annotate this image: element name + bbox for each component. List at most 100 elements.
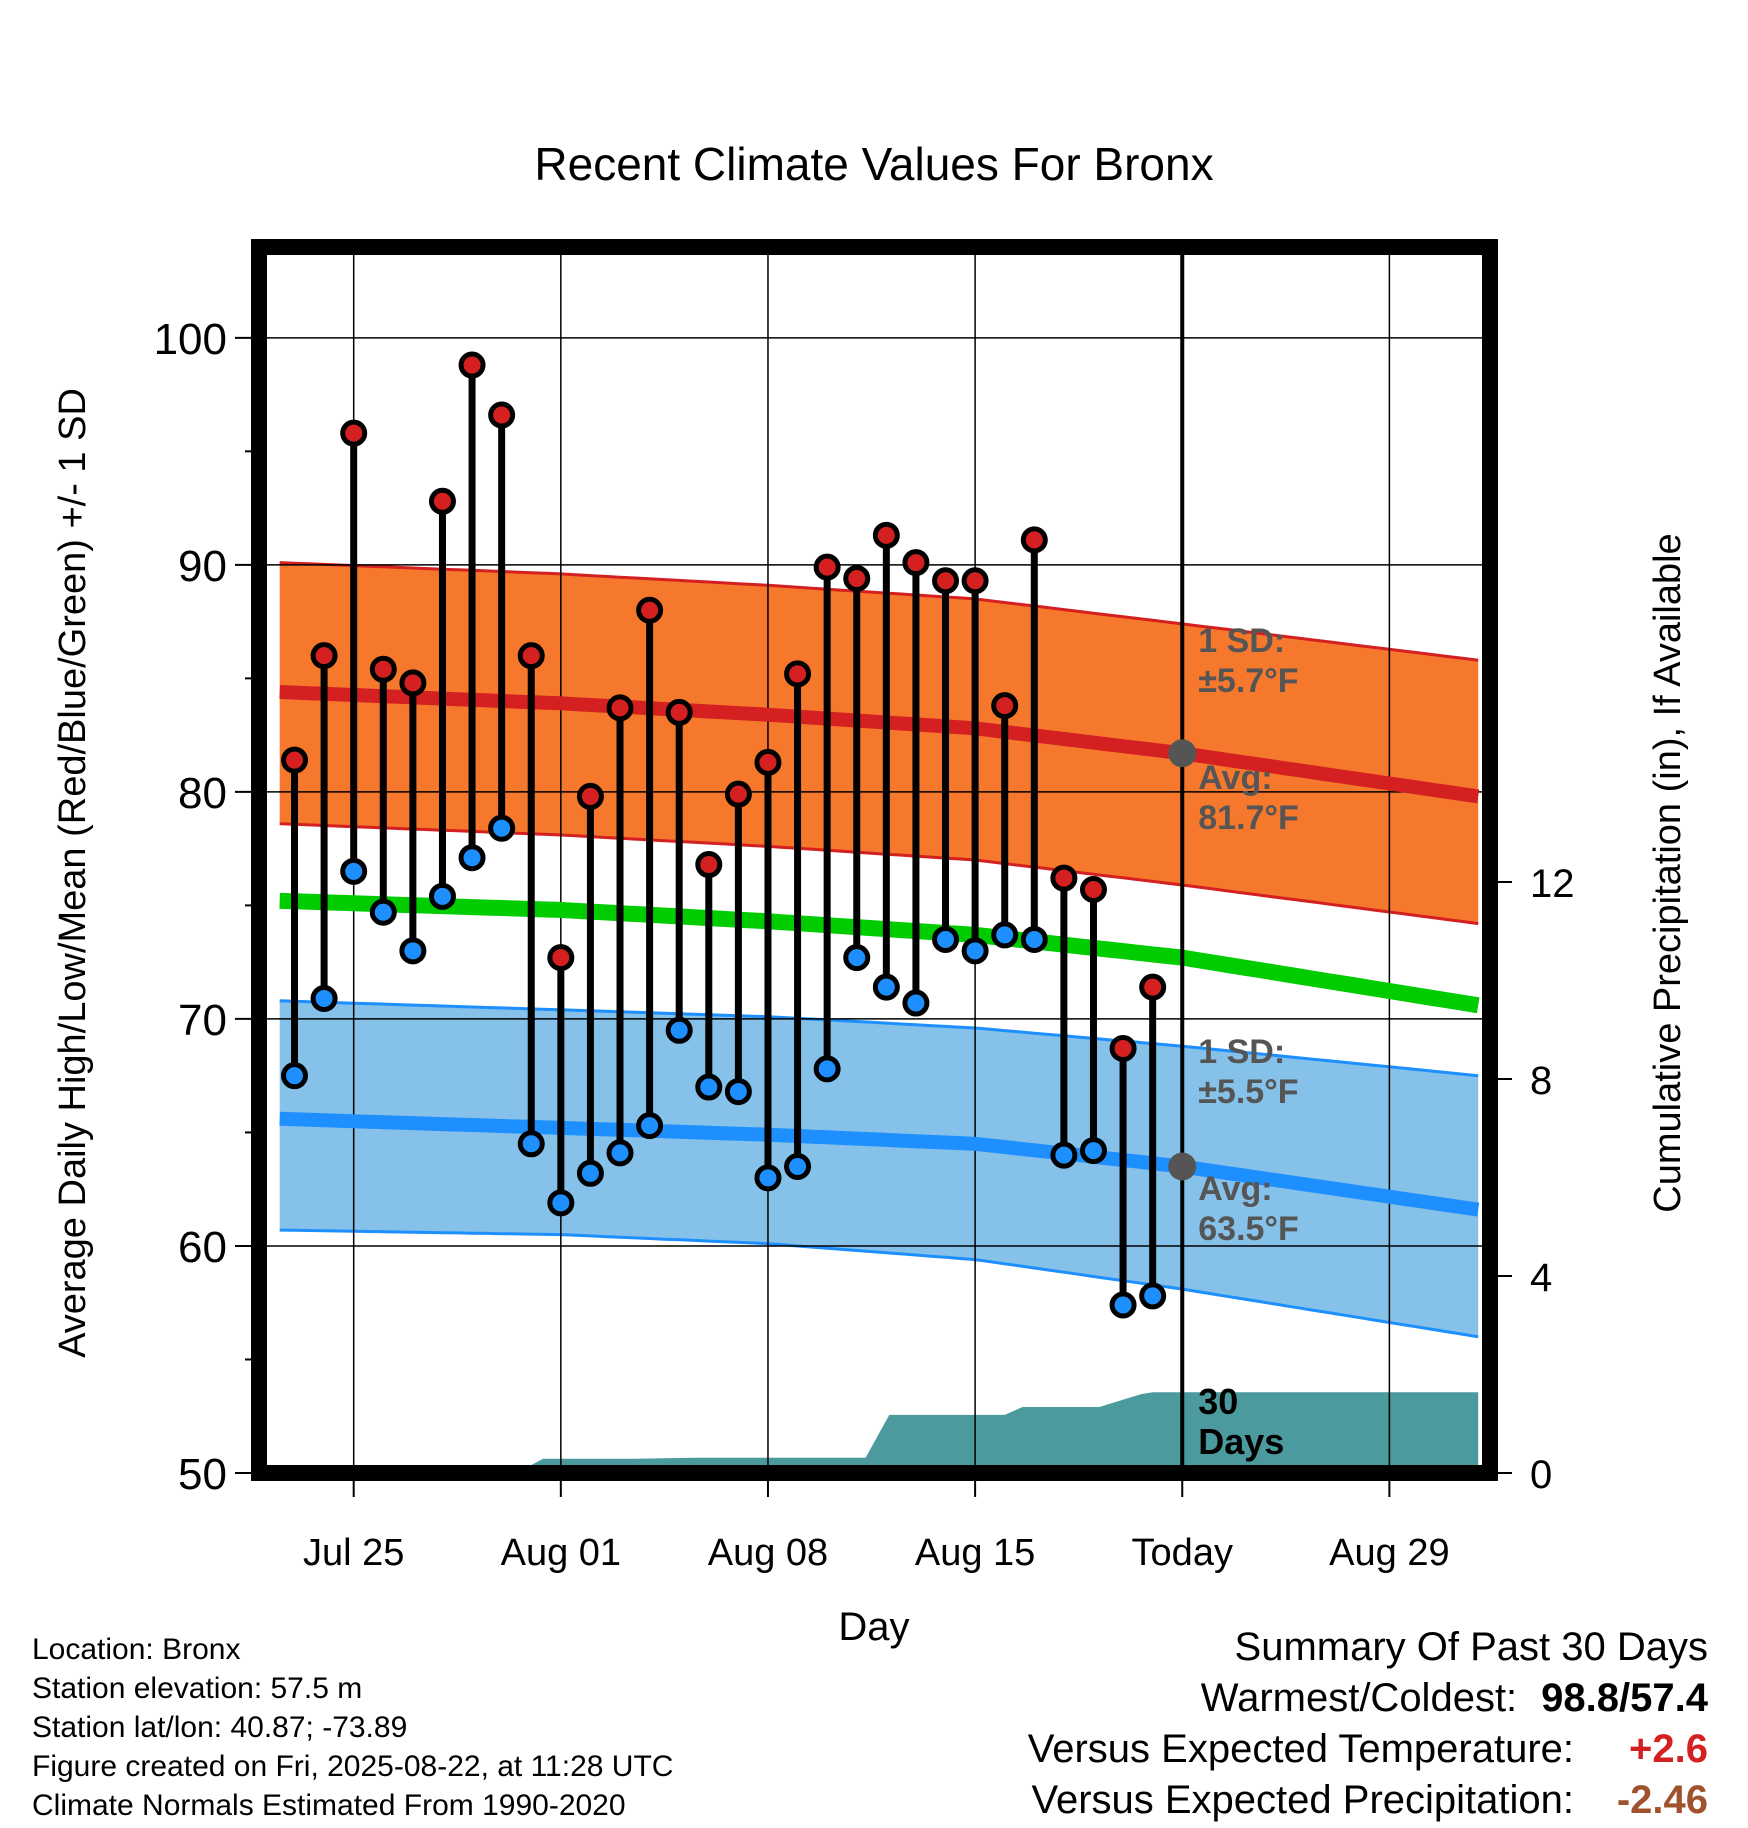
high-avg-line	[279, 685, 1480, 804]
high-point	[754, 748, 782, 776]
low-point	[872, 973, 900, 1001]
low-point	[606, 1139, 634, 1167]
y2-tick-label: 4	[1530, 1256, 1552, 1300]
high-point	[1109, 1034, 1137, 1062]
low-point	[932, 925, 960, 953]
high-point	[399, 669, 427, 697]
high-point	[606, 694, 634, 722]
low-point	[724, 1078, 752, 1106]
y-tick-label: 90	[178, 542, 227, 591]
low-point	[458, 844, 486, 872]
high-point	[843, 564, 871, 592]
precipitation-area	[279, 1392, 1479, 1473]
x-tick-label: Aug 29	[1329, 1532, 1449, 1574]
station-info: Location: Bronx Station elevation: 57.5 …	[32, 1630, 673, 1825]
summary-warmest-row: Warmest/Coldest: 98.8/57.4	[1028, 1673, 1708, 1724]
high-point	[724, 780, 752, 808]
low-sd-band	[279, 1000, 1479, 1337]
y2-tick-label: 8	[1530, 1059, 1552, 1103]
high-sd-annotation: 1 SD:	[1198, 622, 1285, 660]
low-sd-lower-line	[279, 1228, 1479, 1339]
y-tick-label: 60	[178, 1223, 227, 1272]
today-marker	[1168, 247, 1197, 1473]
precip-area	[279, 1392, 1479, 1473]
frame-rect	[251, 239, 1498, 1481]
high-point	[547, 944, 575, 972]
high-point	[1020, 526, 1048, 554]
y-tick-label: 80	[178, 769, 227, 818]
observation-markers	[281, 351, 1167, 1319]
summary-panel: Summary Of Past 30 Days Warmest/Coldest:…	[1028, 1622, 1708, 1826]
low-point	[902, 989, 930, 1017]
x-tick-label: Aug 15	[915, 1532, 1035, 1574]
summary-precip-row: Versus Expected Precipitation: -2.46	[1028, 1775, 1708, 1826]
low-sd-annotation: ±5.5°F	[1198, 1073, 1298, 1111]
warmest-label: Warmest/Coldest:	[1200, 1676, 1518, 1720]
high-sd-annotation: ±5.7°F	[1198, 662, 1298, 700]
low-point	[754, 1164, 782, 1192]
high-point	[932, 567, 960, 595]
low-point	[991, 921, 1019, 949]
low-point	[1050, 1141, 1078, 1169]
mean-avg-line	[279, 892, 1480, 1014]
low-point	[636, 1112, 664, 1140]
low-avg-line	[279, 1111, 1480, 1217]
high-sd-lower-line	[279, 822, 1479, 926]
days-annotation: 30	[1198, 1381, 1238, 1422]
high-point	[428, 487, 456, 515]
low-point	[428, 882, 456, 910]
low-point	[281, 1062, 309, 1090]
temp-value: +2.6	[1629, 1727, 1708, 1771]
low-point	[813, 1055, 841, 1083]
high-point	[695, 851, 723, 879]
high-point	[636, 596, 664, 624]
x-tick-label: Today	[1132, 1532, 1233, 1574]
high-point	[310, 642, 338, 670]
low-point	[961, 937, 989, 965]
low-point	[517, 1130, 545, 1158]
y2-tick-label: 0	[1530, 1453, 1552, 1497]
created-text: Figure created on Fri, 2025-08-22, at 11…	[32, 1750, 674, 1783]
high-point	[281, 746, 309, 774]
precip-label: Versus Expected Precipitation:	[1031, 1778, 1574, 1822]
low-point	[576, 1159, 604, 1187]
high-avg-annotation: Avg:	[1198, 759, 1272, 797]
high-point	[576, 782, 604, 810]
high-sd-upper-line	[279, 561, 1479, 662]
high-point	[665, 698, 693, 726]
low-point	[784, 1153, 812, 1180]
high-point	[488, 401, 516, 429]
high-point	[458, 351, 486, 379]
plot-frame	[251, 239, 1498, 1481]
high-point	[813, 553, 841, 581]
low-sd-upper-line	[279, 999, 1479, 1078]
x-axis-label: Day	[838, 1605, 909, 1649]
low-point	[843, 944, 871, 972]
axes: 50 60 70 80 90 100 0 4 8 12 Jul 25 Aug 01 Aug 08 Aug …	[154, 315, 1575, 1574]
high-point	[517, 642, 545, 670]
low-avg-annotation: Avg:	[1198, 1170, 1272, 1208]
low-sd-annotation: 1 SD:	[1198, 1033, 1285, 1071]
high-sd-band	[279, 562, 1479, 924]
today-low-avg-marker	[1168, 1152, 1197, 1181]
y-axis-label: Average Daily High/Low/Mean (Red/Blue/Gr…	[52, 388, 94, 1358]
low-point	[695, 1073, 723, 1101]
x-tick-label: Aug 01	[501, 1532, 621, 1574]
temp-label: Versus Expected Temperature:	[1027, 1727, 1574, 1771]
location-text: Location: Bronx	[32, 1633, 241, 1666]
high-point	[961, 567, 989, 595]
high-point	[872, 521, 900, 549]
x-tick-label: Jul 25	[303, 1532, 404, 1574]
low-point	[1079, 1137, 1107, 1165]
low-point	[310, 984, 338, 1012]
low-point	[665, 1016, 693, 1044]
low-point	[369, 898, 397, 926]
low-point	[1109, 1291, 1137, 1319]
chart-title: Recent Climate Values For Bronx	[534, 138, 1213, 190]
today-high-avg-marker	[1168, 739, 1197, 768]
high-point	[1139, 973, 1167, 1001]
days-annotation: Days	[1198, 1421, 1284, 1462]
high-point	[991, 692, 1019, 720]
